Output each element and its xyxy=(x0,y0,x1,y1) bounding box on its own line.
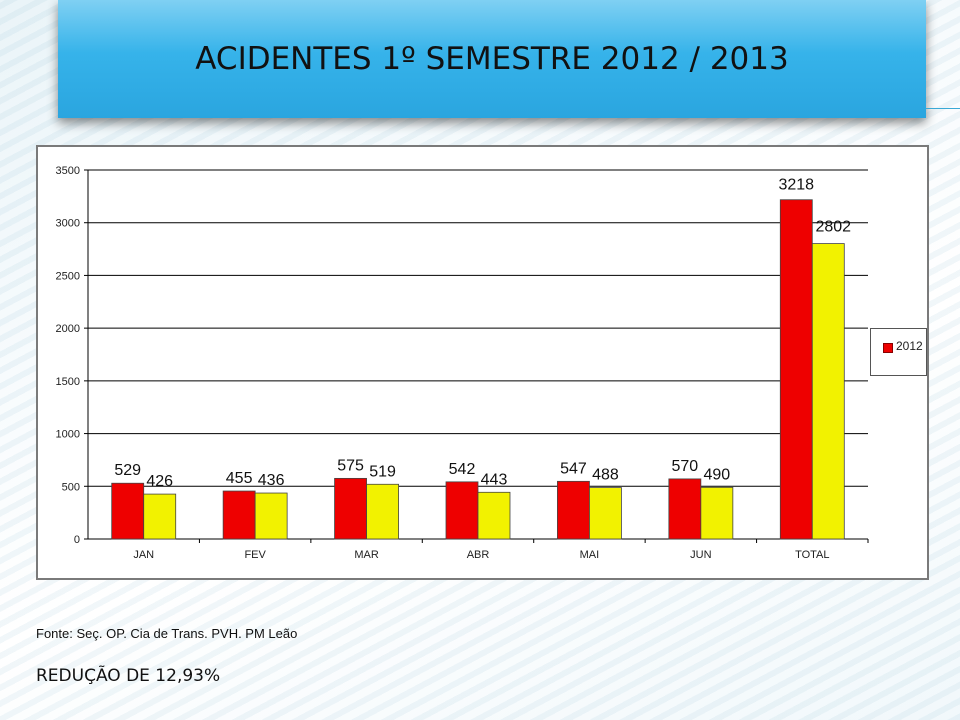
x-tick-label: ABR xyxy=(467,549,490,561)
data-label: 3218 xyxy=(778,177,814,194)
legend-label-2012: 2012 xyxy=(896,339,923,353)
bar-series-2-total xyxy=(811,243,845,540)
bar-2012-fev xyxy=(222,490,256,540)
x-tick-label: FEV xyxy=(244,549,266,561)
source-note: Fonte: Seç. OP. Cia de Trans. PVH. PM Le… xyxy=(36,626,298,641)
data-label: 542 xyxy=(449,461,476,478)
x-tick-label: JUN xyxy=(690,549,711,561)
title-banner: ACIDENTES 1º SEMESTRE 2012 / 2013 xyxy=(58,0,926,118)
legend-swatch-2012 xyxy=(883,343,893,353)
data-label: 436 xyxy=(258,472,285,489)
data-label: 426 xyxy=(146,473,173,490)
bar-2012-mar xyxy=(334,477,367,540)
data-label: 547 xyxy=(560,460,587,477)
data-label: 443 xyxy=(481,471,508,488)
bar-2012-abr xyxy=(445,481,479,540)
y-tick-label: 2500 xyxy=(56,270,80,282)
y-tick-label: 3500 xyxy=(56,165,80,177)
data-label: 570 xyxy=(672,458,699,475)
title-accent-line xyxy=(926,108,960,109)
bar-2012-jun xyxy=(668,478,702,540)
bar-series-2-jan xyxy=(143,493,177,540)
y-tick-label: 2000 xyxy=(56,323,80,335)
data-label: 529 xyxy=(114,462,141,479)
y-tick-label: 500 xyxy=(62,481,80,493)
bar-2012-jan xyxy=(111,482,145,540)
data-label: 490 xyxy=(704,466,731,483)
bar-series-2-abr xyxy=(477,491,511,540)
data-label: 455 xyxy=(226,470,253,487)
chart-frame: 0 500 1000 1500 2000 2500 3000 3500 JAN 529 426 FEV… xyxy=(36,145,929,580)
slide-title: ACIDENTES 1º SEMESTRE 2012 / 2013 xyxy=(195,41,789,77)
bar-series-2-fev xyxy=(254,492,288,540)
data-label: 519 xyxy=(369,463,396,480)
bar-2012-total xyxy=(779,199,813,540)
x-tick-label: MAR xyxy=(354,549,379,561)
reduction-note: REDUÇÃO DE 12,93% xyxy=(36,666,221,686)
y-tick-label: 1000 xyxy=(56,429,80,441)
data-label: 488 xyxy=(592,467,619,484)
data-label: 2802 xyxy=(815,219,851,236)
y-tick-label: 3000 xyxy=(56,218,80,230)
y-tick-label: 1500 xyxy=(56,376,80,388)
x-tick-label: JAN xyxy=(133,549,154,561)
bar-series-2-mai xyxy=(589,487,622,540)
data-label: 575 xyxy=(337,457,364,474)
x-tick-label: MAI xyxy=(580,549,600,561)
bar-series-2-mar xyxy=(366,483,399,540)
x-tick-label: TOTAL xyxy=(795,549,829,561)
chart-legend: 2012 xyxy=(870,328,927,376)
bar-2012-mai xyxy=(557,480,590,540)
y-tick-label: 0 xyxy=(74,534,80,546)
bar-chart: 0 500 1000 1500 2000 2500 3000 3500 JAN 529 426 FEV… xyxy=(56,165,869,561)
bar-series-2-jun xyxy=(700,486,734,540)
